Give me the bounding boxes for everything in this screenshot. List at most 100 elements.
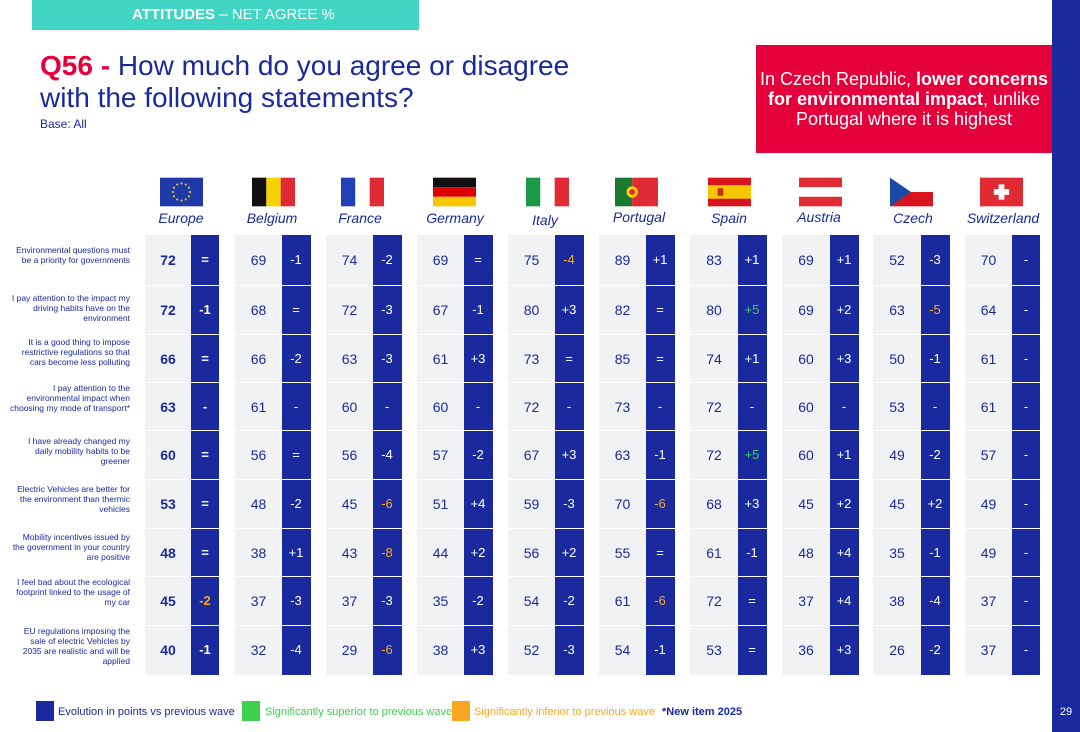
change-cell-belgium: -2: [290, 350, 302, 366]
column-bg-portugal: [599, 235, 646, 675]
flag-france-icon: [341, 177, 384, 207]
change-cell-belgium: +1: [288, 544, 304, 560]
row-separator: [145, 285, 1040, 286]
change-cell-europe: -: [202, 398, 208, 414]
change-cell-italy: +3: [561, 446, 577, 462]
value-cell-europe: 72: [160, 251, 176, 268]
change-cell-belgium: -4: [290, 641, 302, 657]
value-cell-italy: 72: [523, 398, 540, 415]
change-cell-spain: =: [748, 592, 756, 608]
value-cell-czech: 35: [889, 544, 905, 561]
value-cell-italy: 67: [523, 446, 540, 463]
value-cell-switzerland: 49: [980, 495, 997, 512]
change-bg-austria: [830, 235, 859, 675]
value-cell-france: 29: [341, 641, 358, 658]
column-bg-austria: [782, 235, 830, 675]
value-cell-europe: 48: [160, 544, 176, 561]
row-label-mobility-incentives: Mobility incentives issued by the govern…: [12, 532, 130, 562]
value-cell-spain: 68: [706, 495, 722, 512]
change-cell-italy: -2: [563, 592, 575, 608]
change-bg-switzerland: [1012, 235, 1040, 675]
change-cell-italy: +3: [561, 301, 577, 317]
value-cell-spain: 72: [706, 398, 722, 415]
value-cell-germany: 69: [432, 251, 449, 268]
change-cell-germany: +4: [470, 495, 486, 511]
change-cell-italy: -3: [563, 495, 575, 511]
change-cell-italy: -3: [563, 641, 575, 657]
change-cell-czech: -4: [929, 592, 941, 608]
change-cell-italy: =: [565, 350, 573, 366]
column-bg-belgium: [235, 235, 282, 675]
legend-swatch-evolution: [36, 701, 54, 721]
change-cell-austria: +2: [836, 495, 852, 511]
change-cell-germany: -1: [472, 301, 484, 317]
value-cell-belgium: 68: [250, 301, 267, 318]
country-switzerland: Switzerland: [966, 210, 1040, 226]
country-italy: Italy: [532, 212, 558, 228]
value-cell-spain: 61: [706, 544, 722, 561]
change-bg-germany: [464, 235, 493, 675]
change-bg-italy: [555, 235, 584, 675]
change-cell-czech: -1: [929, 544, 941, 560]
change-cell-austria: +3: [836, 641, 852, 657]
column-bg-france: [326, 235, 373, 675]
flag-belgium-icon: [252, 177, 295, 207]
page-number: 29: [1059, 706, 1073, 718]
change-cell-switzerland: -: [1023, 398, 1029, 414]
flag-portugal-icon: [615, 177, 658, 207]
value-cell-italy: 56: [523, 544, 540, 561]
country-portugal: Portugal: [612, 209, 666, 225]
change-cell-germany: +3: [470, 641, 486, 657]
legend-new-item: *New item 2025: [662, 706, 743, 718]
value-cell-portugal: 70: [614, 495, 631, 512]
value-cell-czech: 53: [889, 398, 905, 415]
value-cell-europe: 53: [160, 495, 176, 512]
value-cell-spain: 80: [706, 301, 722, 318]
value-cell-belgium: 37: [250, 592, 267, 609]
change-cell-portugal: =: [656, 350, 664, 366]
column-bg-czech: [873, 235, 921, 675]
row-label-ev-better: Electric Vehicles are better for the env…: [17, 484, 130, 514]
change-bg-belgium: [282, 235, 311, 675]
change-cell-belgium: -2: [290, 495, 302, 511]
value-cell-belgium: 38: [250, 544, 267, 561]
change-cell-europe: -2: [199, 592, 211, 608]
value-cell-portugal: 54: [614, 641, 631, 658]
change-cell-france: -2: [381, 251, 393, 267]
value-cell-europe: 66: [160, 350, 176, 367]
value-cell-germany: 67: [432, 301, 449, 318]
change-cell-portugal: -1: [654, 641, 666, 657]
value-cell-spain: 83: [706, 251, 722, 268]
change-cell-germany: -2: [472, 446, 484, 462]
change-cell-belgium: =: [292, 301, 300, 317]
value-cell-italy: 54: [523, 592, 540, 609]
change-cell-portugal: -: [657, 398, 663, 414]
country-spain: Spain: [711, 210, 747, 226]
value-cell-austria: 36: [798, 641, 814, 658]
section-header: ATTITUDES – NET AGREE %: [32, 0, 419, 30]
change-cell-portugal: -6: [654, 495, 666, 511]
row-separator: [145, 528, 1040, 529]
value-cell-germany: 61: [432, 350, 449, 367]
flag-germany-icon: [433, 177, 476, 207]
value-cell-spain: 53: [706, 641, 722, 658]
value-cell-belgium: 66: [250, 350, 267, 367]
value-cell-italy: 73: [523, 350, 540, 367]
value-cell-france: 60: [341, 398, 358, 415]
row-separator: [145, 382, 1040, 383]
change-cell-portugal: +1: [652, 251, 668, 267]
change-cell-germany: -: [475, 398, 481, 414]
row-separator: [145, 334, 1040, 335]
change-cell-europe: -1: [199, 301, 211, 317]
change-cell-europe: =: [201, 544, 209, 560]
change-bg-europe: [191, 235, 219, 675]
country-czech: Czech: [893, 210, 933, 226]
change-cell-austria: +1: [836, 251, 852, 267]
row-label-greener-habits: I have already changed my daily mobility…: [27, 436, 130, 466]
value-cell-austria: 37: [798, 592, 814, 609]
change-cell-france: -3: [381, 301, 393, 317]
flag-austria-icon: [799, 177, 842, 207]
value-cell-portugal: 61: [614, 592, 631, 609]
value-cell-germany: 51: [432, 495, 449, 512]
change-cell-czech: -5: [929, 301, 941, 317]
